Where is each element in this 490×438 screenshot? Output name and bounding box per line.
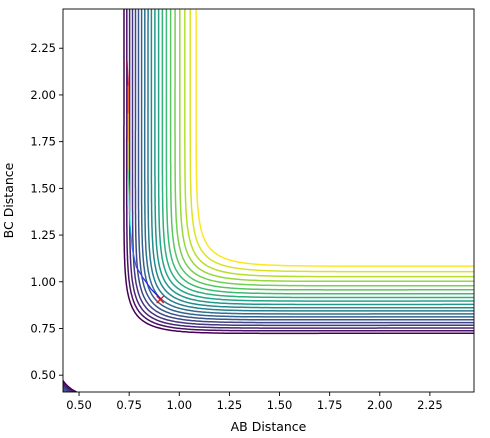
plot-frame xyxy=(62,8,475,393)
contour-level xyxy=(157,9,474,302)
contour-level xyxy=(63,9,474,392)
y-tick-label: 0.50 xyxy=(30,368,56,382)
trajectory-segment xyxy=(131,248,137,267)
contour-level xyxy=(63,9,474,392)
trajectory xyxy=(126,61,165,304)
contour-level xyxy=(63,9,474,392)
x-tick-label: 0.75 xyxy=(116,398,142,412)
trajectory-segment xyxy=(126,61,129,86)
contour-level xyxy=(63,9,474,392)
y-tick-label: 1.50 xyxy=(30,181,56,195)
contour-level xyxy=(63,9,474,392)
contour-level xyxy=(169,9,474,291)
x-tick-label: 1.25 xyxy=(217,398,243,412)
end-marker xyxy=(156,295,165,304)
contour-level xyxy=(189,9,474,273)
x-tick-label: 1.00 xyxy=(166,398,192,412)
x-tick-label: 1.50 xyxy=(267,398,293,412)
contour-level xyxy=(150,9,474,309)
x-tick-label: 2.25 xyxy=(417,398,443,412)
contour-level xyxy=(154,9,474,306)
y-tick-label: 2.25 xyxy=(30,41,56,55)
y-axis-ticks: 0.50 0.75 1.00 1.25 1.50 1.75 2.00 2.25 xyxy=(30,41,63,382)
y-tick-label: 1.25 xyxy=(30,228,56,242)
y-tick-label: 0.75 xyxy=(30,321,56,335)
x-tick-label: 2.00 xyxy=(367,398,393,412)
contour-level xyxy=(63,9,474,392)
trajectory-segment xyxy=(135,266,144,279)
contour-level xyxy=(195,9,474,267)
contour-level xyxy=(184,9,474,278)
trajectory-segment xyxy=(150,288,161,300)
x-axis-label: AB Distance xyxy=(231,419,307,434)
y-tick-label: 1.75 xyxy=(30,135,56,149)
contour-level xyxy=(161,9,474,299)
contour-level xyxy=(63,9,474,392)
trajectory-segment xyxy=(142,277,152,290)
contour-level xyxy=(165,9,474,295)
contour-level xyxy=(174,9,474,287)
x-tick-label: 1.75 xyxy=(317,398,343,412)
y-axis-label: BC Distance xyxy=(1,162,16,238)
contour-level xyxy=(179,9,474,283)
y-tick-label: 1.00 xyxy=(30,275,56,289)
x-axis-ticks: 0.50 0.75 1.00 1.25 1.50 1.75 2.00 2.25 xyxy=(66,392,443,412)
trajectory-segment xyxy=(127,169,130,198)
trajectory-segment xyxy=(129,225,133,249)
trajectory-segment xyxy=(128,197,131,226)
y-tick-label: 2.00 xyxy=(30,88,56,102)
x-tick-label: 0.50 xyxy=(66,398,92,412)
